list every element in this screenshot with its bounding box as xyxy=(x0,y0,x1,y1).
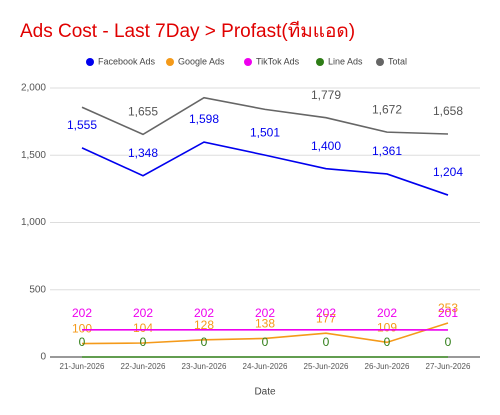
series-line xyxy=(81,96,449,136)
legend-label: Total xyxy=(388,56,407,66)
data-label: 1,658 xyxy=(433,104,463,118)
series-line xyxy=(81,141,449,196)
data-label: 109 xyxy=(377,321,397,335)
legend-label: Google Ads xyxy=(178,56,225,66)
data-label: 202 xyxy=(377,306,397,320)
data-label: 1,555 xyxy=(67,118,97,132)
x-axis-label: Date xyxy=(254,387,276,398)
series-line xyxy=(81,322,449,345)
data-label: 1,501 xyxy=(250,125,280,139)
data-label: 177 xyxy=(316,311,336,325)
data-label: 1,779 xyxy=(311,88,341,102)
legend-label: Facebook Ads xyxy=(98,56,156,66)
y-tick-label: 0 xyxy=(40,352,46,363)
legend-label: Line Ads xyxy=(328,56,363,66)
y-tick-label: 1,000 xyxy=(21,217,46,228)
x-tick-label: 24-Jun-2026 xyxy=(243,362,288,371)
legend-marker xyxy=(316,58,324,66)
x-tick-label: 27-Jun-2026 xyxy=(426,362,471,371)
y-tick-label: 500 xyxy=(29,284,46,295)
data-label: 138 xyxy=(255,317,275,331)
legend-marker xyxy=(166,58,174,66)
data-label: 202 xyxy=(316,306,336,320)
data-label: 128 xyxy=(194,318,214,332)
data-label: 0 xyxy=(79,335,86,349)
data-label: 0 xyxy=(140,335,147,349)
data-label: 202 xyxy=(194,306,214,320)
data-label: 0 xyxy=(445,335,452,349)
data-label: 1,400 xyxy=(311,139,341,153)
x-tick-label: 23-Jun-2026 xyxy=(182,362,227,371)
legend-marker xyxy=(376,58,384,66)
data-label: 1,655 xyxy=(128,105,158,119)
y-tick-label: 1,500 xyxy=(21,150,46,161)
data-label: 202 xyxy=(133,306,153,320)
data-label: 0 xyxy=(262,335,269,349)
data-label: 1,672 xyxy=(372,102,402,116)
legend-marker xyxy=(244,58,252,66)
legend-marker xyxy=(86,58,94,66)
x-tick-label: 21-Jun-2026 xyxy=(60,362,105,371)
data-label: 1,348 xyxy=(128,146,158,160)
data-label: 202 xyxy=(72,306,92,320)
data-label: 104 xyxy=(133,321,153,335)
data-label: 0 xyxy=(323,335,330,349)
chart-title: Ads Cost - Last 7Day > Profast(ทีมแอด) xyxy=(20,20,355,42)
x-tick-label: 22-Jun-2026 xyxy=(121,362,166,371)
x-tick-label: 26-Jun-2026 xyxy=(365,362,410,371)
data-label: 100 xyxy=(72,322,92,336)
data-label: 253 xyxy=(438,301,458,315)
y-tick-label: 2,000 xyxy=(21,83,46,94)
x-tick-label: 25-Jun-2026 xyxy=(304,362,349,371)
data-label: 0 xyxy=(201,335,208,349)
legend-label: TikTok Ads xyxy=(256,56,300,66)
data-label: 202 xyxy=(255,306,275,320)
data-label: 1,204 xyxy=(433,165,463,179)
data-label: 0 xyxy=(384,335,391,349)
data-label: 201 xyxy=(438,306,458,320)
data-label: 1,361 xyxy=(372,144,402,158)
data-label: 1,598 xyxy=(189,112,219,126)
